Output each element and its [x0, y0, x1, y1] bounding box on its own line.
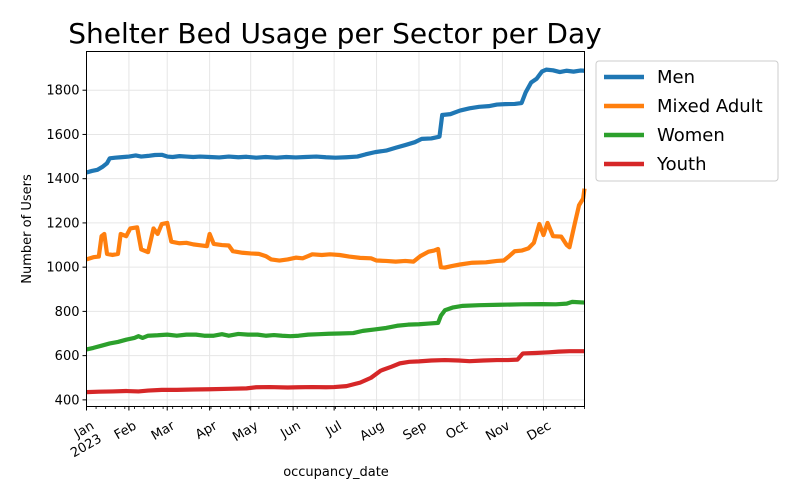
y-tick-label: 800	[55, 305, 80, 320]
x-tick-label-group: Aug	[357, 419, 386, 445]
series-line-mixed-adult	[85, 188, 587, 270]
x-tick-label: Mar	[149, 418, 178, 444]
legend-label-women: Women	[657, 125, 725, 146]
y-tick-label: 600	[55, 349, 80, 364]
x-tick-label: Jun	[278, 419, 304, 443]
y-tick-label: 1400	[46, 172, 79, 187]
series-line-men	[85, 67, 585, 175]
legend-label-men: Men	[657, 67, 695, 88]
x-tick-label-group: May	[230, 418, 261, 445]
legend: Men Mixed Adult Women Youth	[595, 60, 779, 182]
series-lines	[85, 67, 587, 395]
series-line-youth	[86, 349, 585, 395]
x-tick-label: Feb	[112, 419, 139, 444]
y-tick-label: 1800	[46, 84, 79, 99]
x-tick-label-group: Mar	[149, 418, 178, 444]
x-tick-label-group: Sep	[401, 419, 430, 444]
y-tick-label: 1200	[46, 216, 79, 231]
x-tick-label-group: Jun	[278, 419, 304, 443]
x-tick-label-group: Apr	[193, 418, 221, 443]
x-tick-label-group: Oct	[443, 419, 470, 443]
x-tick-label: Sep	[401, 419, 430, 444]
y-axis: 400 600 800 1000 1200 1400 1600 1800	[46, 84, 87, 408]
y-tick-label: 400	[55, 393, 80, 408]
y-axis-label: Number of Users	[20, 174, 35, 284]
x-axis-label: occupancy_date	[283, 465, 389, 480]
grid-lines	[86, 51, 585, 407]
x-tick-label: Apr	[193, 418, 221, 443]
x-tick-label: Oct	[443, 419, 470, 443]
x-tick-label-group: Nov	[483, 418, 513, 444]
legend-label-mixed-adult: Mixed Adult	[657, 96, 763, 117]
x-tick-label: Dec	[525, 419, 554, 445]
y-tick-label: 1000	[46, 261, 79, 276]
x-tick-label: Nov	[483, 418, 513, 444]
x-tick-label: May	[230, 418, 261, 445]
x-tick-label-group: Dec	[525, 419, 554, 445]
y-tick-label: 1600	[46, 128, 79, 143]
legend-frame	[595, 60, 779, 182]
series-line-women	[86, 299, 585, 352]
x-tick-label-group: Feb	[112, 419, 139, 444]
chart-title: Shelter Bed Usage per Sector per Day	[68, 17, 601, 50]
x-tick-label: Aug	[357, 419, 386, 445]
x-tick-label-group: Jul	[323, 419, 345, 440]
x-tick-label: Jul	[323, 419, 345, 440]
legend-label-youth: Youth	[656, 154, 707, 175]
